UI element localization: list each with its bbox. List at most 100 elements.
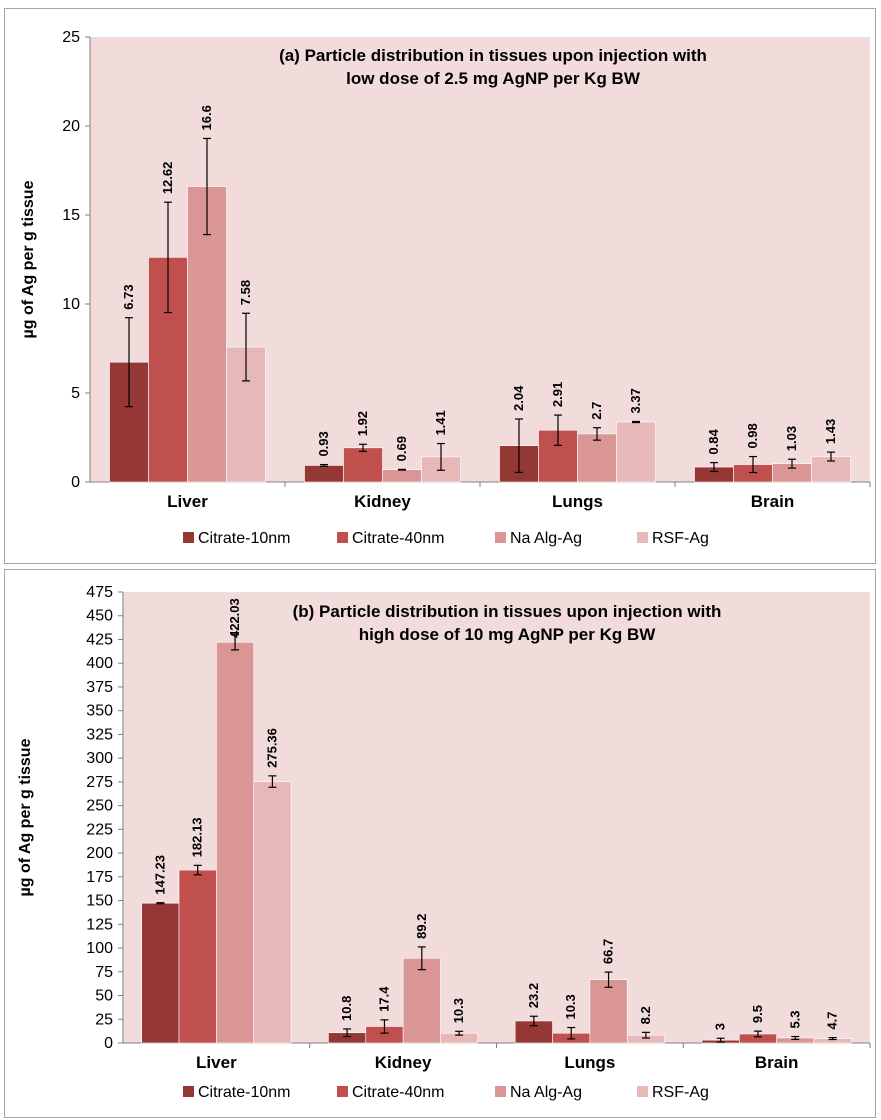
category-label: Lungs (552, 492, 603, 511)
data-label: 5.3 (787, 1010, 802, 1028)
chart-title-line: low dose of 2.5 mg AgNP per Kg BW (346, 69, 641, 88)
legend-swatch (637, 532, 648, 543)
y-tick-label: 450 (86, 608, 113, 625)
category-label: Kidney (354, 492, 411, 511)
data-label: 1.43 (823, 419, 838, 444)
legend-swatch (495, 1086, 506, 1097)
data-label: 3.37 (628, 388, 643, 413)
category-label: Lungs (564, 1053, 615, 1072)
y-axis-title: µg of Ag per g tissue (17, 738, 34, 896)
y-tick-label: 25 (95, 1011, 113, 1028)
data-label: 10.3 (451, 998, 466, 1023)
chart-b-svg: 0 25 50 75 100 125 150 175 200 225 250 275 300 325 350… (17, 584, 871, 1101)
data-label: 275.36 (264, 728, 279, 768)
y-axis-title: µg of Ag per g tissue (20, 180, 37, 338)
data-label: 422.03 (227, 598, 242, 638)
y-tick-label: 275 (86, 774, 113, 791)
data-label: 8.2 (638, 1006, 653, 1024)
category-label: Brain (751, 492, 794, 511)
legend-label: Citrate-10nm (198, 530, 290, 547)
y-tick-label: 425 (86, 631, 113, 648)
y-tick-label: 20 (62, 118, 80, 135)
legend-label: Citrate-10nm (198, 1084, 290, 1101)
category-label: Liver (196, 1053, 237, 1072)
legend-label: Citrate-40nm (352, 530, 444, 547)
data-label: 23.2 (526, 983, 541, 1008)
y-tick-label: 150 (86, 893, 113, 910)
y-tick-label: 325 (86, 726, 113, 743)
chart-panel-b: 0 25 50 75 100 125 150 175 200 225 250 275 300 325 350… (4, 569, 876, 1118)
y-tick-label: 15 (62, 207, 80, 224)
legend-label: Citrate-40nm (352, 1084, 444, 1101)
data-label: 147.23 (152, 855, 167, 895)
y-tick-label: 50 (95, 988, 113, 1005)
chart-a-svg: 0 5 10 15 20 25 (a) Particle distribution in t… (20, 29, 871, 547)
data-label: 6.73 (121, 284, 136, 309)
data-label: 9.5 (750, 1005, 765, 1023)
chart-title-line: (a) Particle distribution in tissues upo… (279, 46, 707, 65)
category-label: Kidney (375, 1053, 432, 1072)
y-tick-label: 75 (95, 964, 113, 981)
data-label: 1.03 (784, 426, 799, 451)
bar (402, 958, 441, 1044)
legend-label: Na Alg-Ag (510, 1084, 582, 1101)
y-tick-label: 375 (86, 679, 113, 696)
data-label: 1.92 (355, 411, 370, 436)
legend-label: RSF-Ag (652, 1084, 709, 1101)
y-tick-label: 25 (62, 29, 80, 46)
legend-swatch (183, 532, 194, 543)
data-label: 0.98 (745, 423, 760, 448)
data-label: 2.7 (589, 402, 604, 420)
y-tick-label: 225 (86, 821, 113, 838)
y-tick-label: 125 (86, 916, 113, 933)
data-label: 17.4 (376, 986, 391, 1012)
bar (343, 447, 383, 483)
bar (577, 433, 617, 483)
y-tick-label: 250 (86, 798, 113, 815)
data-label: 16.6 (199, 105, 214, 130)
y-tick-label: 0 (71, 474, 80, 491)
y-tick-label: 175 (86, 869, 113, 886)
y-tick-label: 475 (86, 584, 113, 601)
data-label: 0.84 (706, 429, 721, 455)
data-label: 0.93 (316, 431, 331, 456)
legend-swatch (637, 1086, 648, 1097)
bar (216, 641, 255, 1044)
data-label: 2.91 (550, 382, 565, 407)
data-label: 7.58 (238, 280, 253, 305)
bar (589, 979, 628, 1044)
data-label: 66.7 (601, 939, 616, 964)
bar (382, 469, 422, 483)
data-label: 2.04 (511, 385, 526, 411)
chart-title-line: high dose of 10 mg AgNP per Kg BW (359, 625, 657, 644)
legend-label: RSF-Ag (652, 530, 709, 547)
bar (304, 465, 344, 483)
data-label: 4.7 (825, 1012, 840, 1030)
y-tick-label: 5 (71, 385, 80, 402)
y-tick-label: 200 (86, 845, 113, 862)
data-label: 0.69 (394, 436, 409, 461)
data-label: 182.13 (190, 818, 205, 858)
legend-swatch (183, 1086, 194, 1097)
data-label: 1.41 (433, 410, 448, 435)
y-tick-label: 100 (86, 940, 113, 957)
y-tick-label: 350 (86, 703, 113, 720)
legend-swatch (337, 532, 348, 543)
bar (141, 902, 180, 1044)
category-label: Liver (167, 492, 208, 511)
y-tick-label: 300 (86, 750, 113, 767)
data-label: 3 (713, 1023, 728, 1030)
legend-swatch (337, 1086, 348, 1097)
data-label: 10.3 (563, 994, 578, 1019)
chart-panel-a: 0 5 10 15 20 25 (a) Particle distribution in t… (4, 8, 876, 564)
data-label: 89.2 (414, 914, 429, 939)
bar (178, 869, 217, 1044)
legend-label: Na Alg-Ag (510, 530, 582, 547)
legend-swatch (495, 532, 506, 543)
chart-title-line: (b) Particle distribution in tissues upo… (293, 602, 722, 621)
y-tick-label: 10 (62, 296, 80, 313)
data-label: 10.8 (339, 996, 354, 1021)
bar (616, 421, 656, 483)
y-tick-label: 400 (86, 655, 113, 672)
category-label: Brain (755, 1053, 798, 1072)
